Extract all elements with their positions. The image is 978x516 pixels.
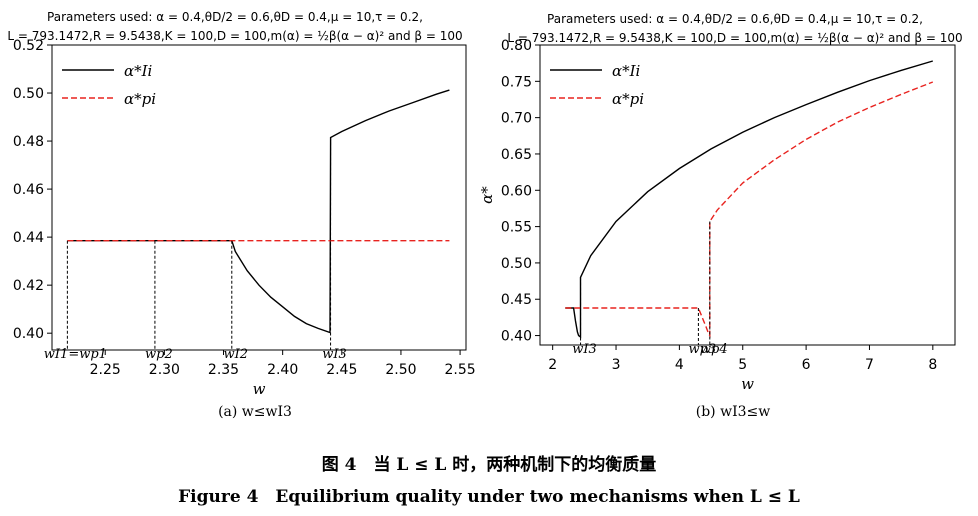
panel-a-marker-label: wI2	[224, 347, 249, 362]
panel-a-x-tick-label: 2.50	[385, 362, 416, 378]
panel-b-y-tick-label: 0.40	[501, 329, 532, 345]
panel-b-x-tick-label: 4	[675, 357, 684, 373]
panel-b-y-axis-label: α*	[478, 186, 496, 204]
figure-caption-zh: 图 4 当 L ≤ L 时，两种机制下的均衡质量	[321, 455, 657, 475]
panel-b-y-tick-label: 0.65	[501, 147, 532, 163]
panel-b-plot-frame	[539, 44, 956, 346]
panel-a-x-tick-label: 2.40	[267, 362, 298, 378]
panel-a-x-tick-label: 2.55	[444, 362, 475, 378]
panel-a-x-tick-label: 2.30	[149, 362, 180, 378]
figure-caption-en: Figure 4 Equilibrium quality under two m…	[178, 487, 800, 507]
panel-b-x-tick-label: 7	[865, 357, 874, 373]
panel-a-param-line-1: Parameters used: α = 0.4,θD/2 = 0.6,θD =…	[47, 10, 423, 24]
panel-a-x-tick-label: 2.35	[208, 362, 239, 378]
panel-a-y-tick-label: 0.40	[13, 326, 44, 342]
panel-a-y-tick-label: 0.48	[13, 134, 44, 150]
panel-a-marker-label: wI3	[322, 347, 347, 362]
panel-b-y-tick-label: 0.80	[501, 38, 532, 54]
panel-a-legend-label: α*pi	[124, 90, 156, 108]
panel-b-x-tick-label: 2	[548, 357, 557, 373]
panel-b-series-line-alpha-I	[565, 60, 933, 339]
panel-b-x-tick-label: 5	[738, 357, 747, 373]
panel-a-marker-label: wp2	[145, 347, 173, 362]
panel-a-y-tick-label: 0.44	[13, 230, 44, 246]
panel-b-x-tick-label: 6	[802, 357, 811, 373]
panel-b-legend-label: α*Ii	[612, 62, 641, 80]
panel-b-x-axis-label: w	[741, 375, 754, 393]
panel-b-x-tick-label: 3	[612, 357, 621, 373]
panel-a-x-tick-label: 2.45	[326, 362, 357, 378]
panel-b-marker-label: wI3	[572, 342, 597, 357]
panel-a-legend-label: α*Ii	[124, 62, 153, 80]
panel-a-y-tick-label: 0.46	[13, 182, 44, 198]
panel-a-plot-frame	[51, 44, 467, 351]
panel-b-marker-label: wp4	[700, 342, 728, 357]
panel-b-param-line-2: L = 793.1472,R = 9.5438,K = 100,D = 100,…	[507, 31, 962, 45]
panel-b-x-tick-label: 8	[928, 357, 937, 373]
panel-a-series-line-alpha-I	[67, 89, 450, 334]
panel-b-y-tick-label: 0.75	[501, 74, 532, 90]
panel-b-subcaption: (b) wI3≤w	[696, 404, 770, 420]
panel-b-y-tick-label: 0.45	[501, 292, 532, 308]
panel-b-param-line-1: Parameters used: α = 0.4,θD/2 = 0.6,θD =…	[547, 12, 923, 26]
panel-a-subcaption: (a) w≤wI3	[218, 404, 292, 420]
panel-a-y-tick-label: 0.50	[13, 86, 44, 102]
panel-a-y-tick-label: 0.42	[13, 278, 44, 294]
panel-a-x-axis-label: w	[253, 380, 266, 398]
panel-b-y-tick-label: 0.60	[501, 183, 532, 199]
panel-a-param-line-2: L = 793.1472,R = 9.5438,K = 100,D = 100,…	[7, 29, 462, 43]
panel-b-legend-label: α*pi	[612, 90, 644, 108]
panel-b-y-tick-label: 0.55	[501, 220, 532, 236]
panel-b-series-line-alpha-p	[565, 81, 934, 339]
panel-a-marker-label: wI1=wp1	[44, 347, 107, 362]
panel-b-y-tick-label: 0.50	[501, 256, 532, 272]
panel-b-y-tick-label: 0.70	[501, 111, 532, 127]
panel-b-marker-label: wp3	[689, 342, 717, 357]
panel-a-y-tick-label: 0.52	[13, 38, 44, 54]
panel-a-x-tick-label: 2.25	[90, 362, 121, 378]
